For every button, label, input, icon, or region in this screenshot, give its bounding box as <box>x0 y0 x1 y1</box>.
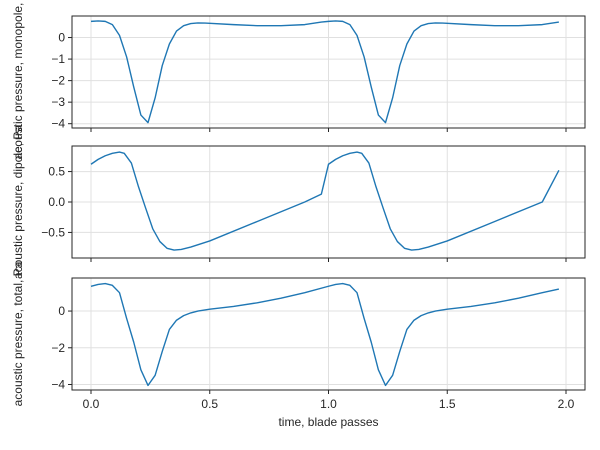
y-tick-label: 0.0 <box>48 195 65 209</box>
x-tick-label: 0.0 <box>83 397 100 411</box>
y-axis-title-monopole: acoustic pressure, monopole, Pa <box>11 0 25 159</box>
y-tick-label: −0.5 <box>41 225 65 239</box>
panel-dipole: 0.5 0.0 −0.5 acoustic pressure, dipole, Pa <box>11 125 586 279</box>
y-axis-title-total: acoustic pressure, total, Pa <box>11 261 25 406</box>
y-tick-label: −4 <box>51 117 65 131</box>
series-line-monopole <box>90 20 559 124</box>
y-tick-label: 0.5 <box>48 165 65 179</box>
x-axis-title: time, blade passes <box>278 415 378 429</box>
y-tick-label: −1 <box>51 52 65 66</box>
y-tick-label: −2 <box>51 74 65 88</box>
x-tick-label: 1.5 <box>439 397 456 411</box>
series-line-total <box>90 282 560 387</box>
y-tick-label: 0 <box>58 304 65 318</box>
y-tick-label: 0 <box>58 31 65 45</box>
x-tick-label: 0.5 <box>201 397 218 411</box>
panel-total: 0 −2 −4 0.0 0.5 1.0 1.5 2.0 acoustic pressure, t… <box>11 261 586 429</box>
y-tick-label: −2 <box>51 341 65 355</box>
x-tick-label: 1.0 <box>320 397 337 411</box>
x-tick-label: 2.0 <box>558 397 575 411</box>
y-tick-label: −3 <box>51 95 65 109</box>
series-line-dipole <box>90 151 560 251</box>
y-axis-title-dipole: acoustic pressure, dipole, Pa <box>11 125 25 279</box>
y-tick-label: −4 <box>51 377 65 391</box>
panel-monopole: 0 −1 −2 −3 −4 acoustic pressure, monopole, Pa <box>11 0 586 159</box>
